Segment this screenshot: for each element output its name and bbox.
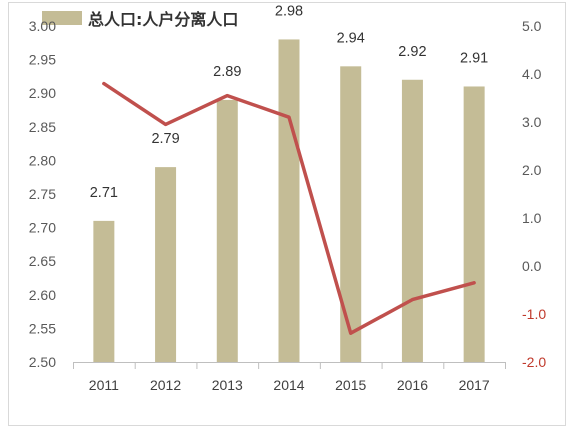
left-tick-label: 2.60 [29, 287, 56, 303]
right-y-axis: -2.0 -1.0 0.0 1.0 2.0 3.0 4.0 5.0 [522, 18, 546, 370]
x-axis: 2011 2012 2013 2014 2015 2016 2017 [73, 362, 506, 393]
x-tick-label: 2016 [397, 377, 428, 393]
bar-value-label: 2.71 [90, 185, 118, 201]
right-tick-label: 0.0 [522, 258, 542, 274]
right-tick-label: -1.0 [522, 306, 546, 322]
line-point-2013 [225, 94, 229, 98]
left-tick-label: 2.55 [29, 320, 56, 336]
bar-2016 [401, 79, 423, 362]
x-tick-label: 2017 [459, 377, 490, 393]
line-point-2014 [287, 115, 291, 119]
line-point-2017 [472, 281, 476, 285]
left-tick-label: 2.80 [29, 152, 56, 168]
left-tick-label: 3.00 [29, 18, 56, 34]
line-point-2012 [164, 122, 168, 126]
left-tick-label: 2.50 [29, 354, 56, 370]
left-tick-label: 2.95 [29, 52, 56, 68]
data-labels: 2.71 2.79 2.89 2.98 2.94 2.92 2.91 [90, 3, 489, 200]
bar-value-label: 2.79 [151, 131, 179, 147]
x-tick-label: 2012 [150, 377, 181, 393]
right-tick-label: 3.0 [522, 114, 542, 130]
legend: 总人口:人户分离人口 [42, 10, 238, 29]
right-tick-label: -2.0 [522, 354, 546, 370]
left-tick-label: 2.75 [29, 186, 56, 202]
left-tick-label: 2.85 [29, 119, 56, 135]
legend-label: 总人口:人户分离人口 [88, 10, 238, 29]
right-tick-label: 2.0 [522, 162, 542, 178]
bar-series [93, 39, 485, 363]
bar-2012 [155, 167, 177, 362]
bar-value-label: 2.92 [398, 44, 426, 60]
bar-value-label: 2.91 [460, 50, 488, 66]
x-tick-label: 2014 [273, 377, 304, 393]
bar-value-label: 2.94 [337, 30, 365, 46]
right-tick-label: 5.0 [522, 18, 542, 34]
bar-value-label: 2.89 [213, 64, 241, 80]
x-tick-label: 2011 [89, 377, 119, 393]
left-tick-label: 2.90 [29, 85, 56, 101]
bar-2014 [278, 39, 300, 362]
line-point-2011 [102, 82, 106, 86]
bar-2017 [463, 86, 485, 362]
right-tick-label: 4.0 [522, 66, 542, 82]
bar-2011 [93, 220, 115, 362]
x-tick-label: 2013 [212, 377, 243, 393]
line-point-2016 [410, 298, 414, 302]
left-tick-label: 2.70 [29, 220, 56, 236]
left-y-axis: 2.50 2.55 2.60 2.65 2.70 2.75 2.80 2.85 2.90 2.95… [29, 18, 56, 370]
bar-2015 [340, 66, 362, 362]
legend-swatch-bar [42, 11, 82, 25]
line-point-2015 [349, 331, 353, 335]
line-series [102, 81, 476, 335]
bar-2013 [216, 99, 238, 363]
bar-value-label: 2.98 [275, 3, 303, 19]
right-tick-label: 1.0 [522, 210, 542, 226]
x-tick-label: 2015 [335, 377, 366, 393]
left-tick-label: 2.65 [29, 253, 56, 269]
